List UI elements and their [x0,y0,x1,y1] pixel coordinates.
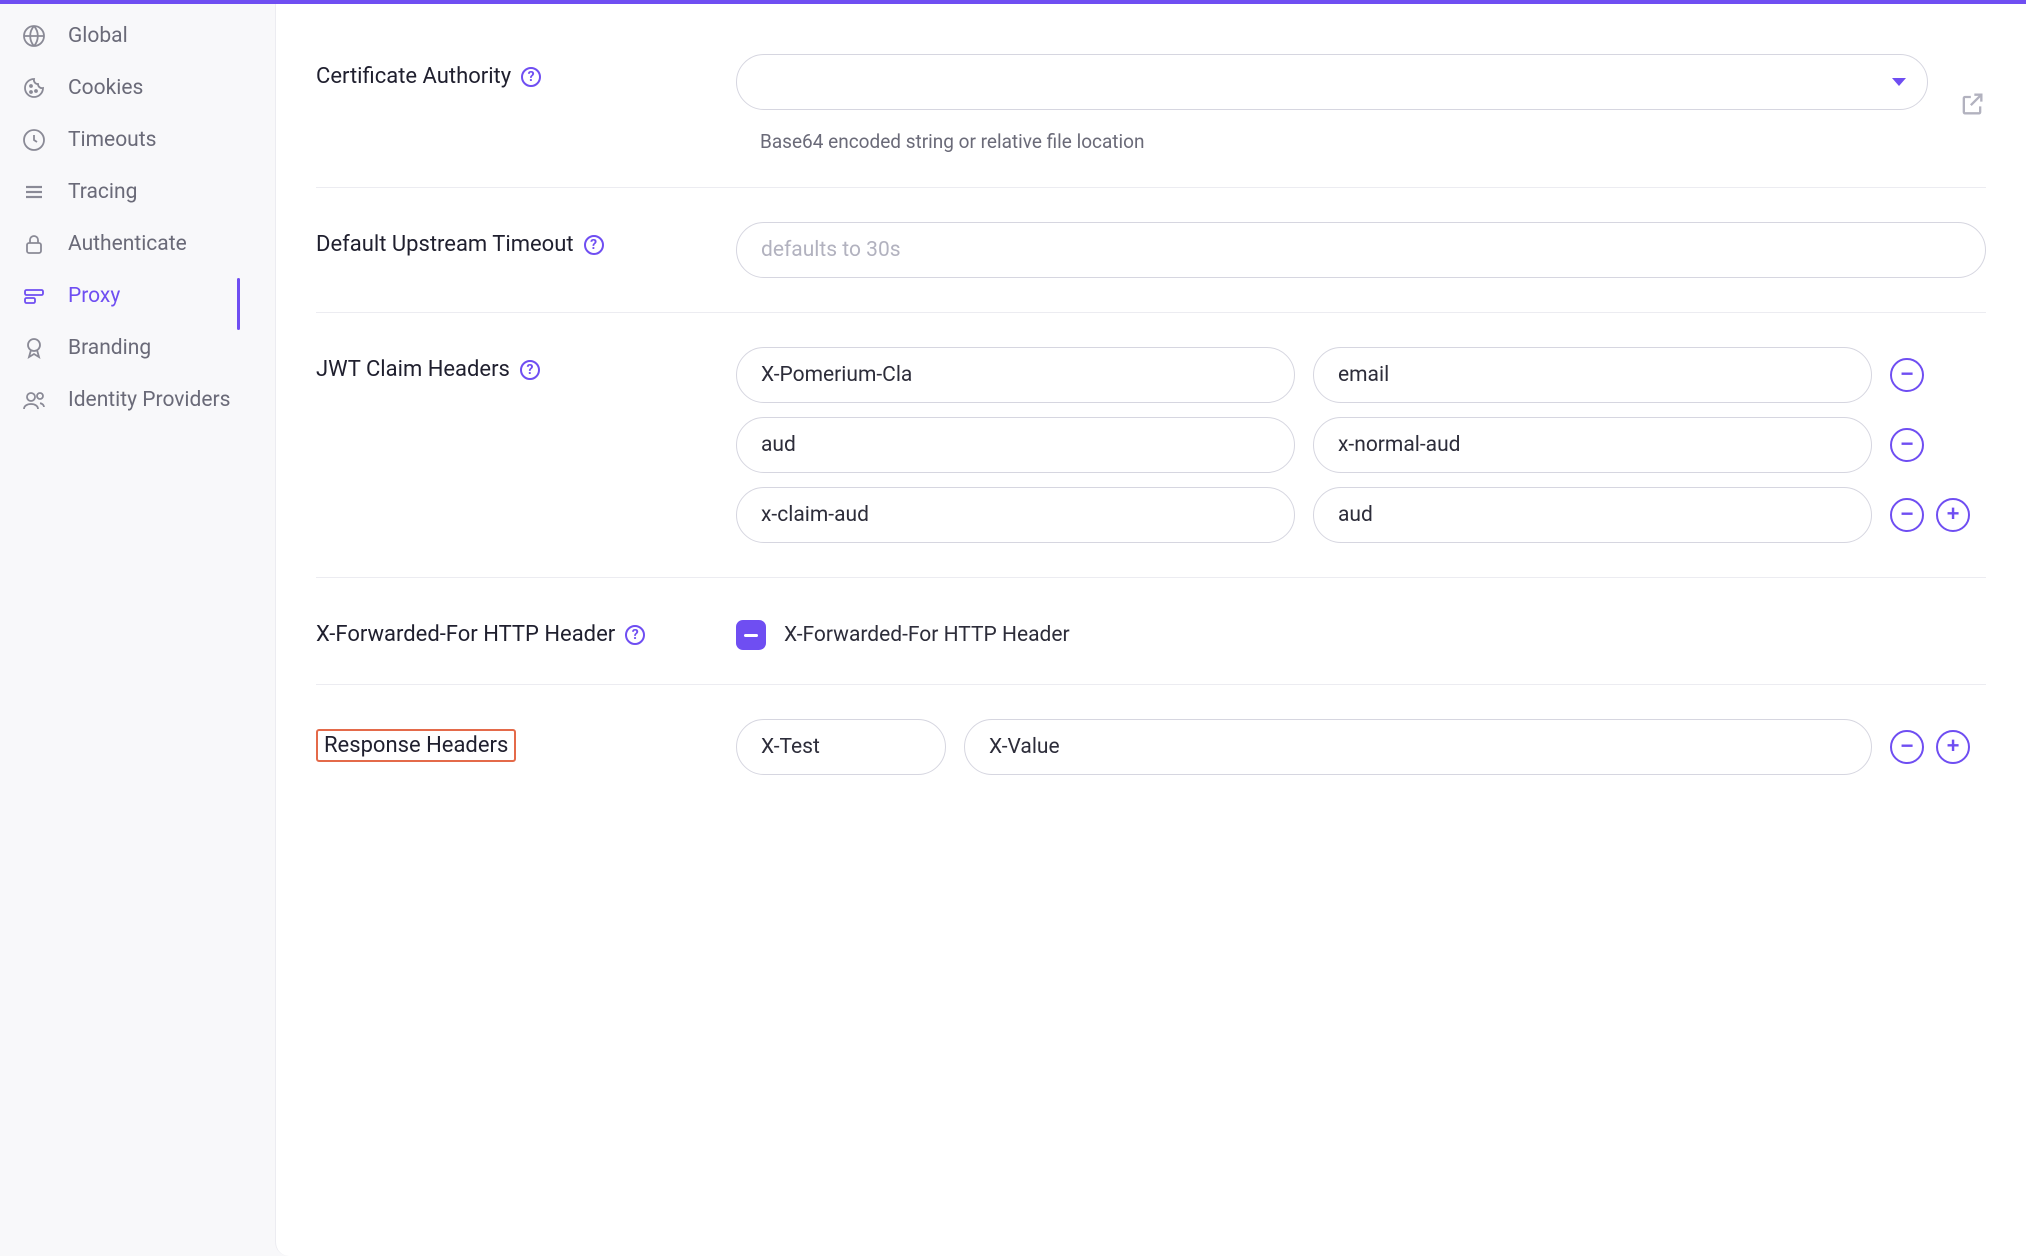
label-text: Certificate Authority [316,64,511,89]
jwt-value-input[interactable] [1313,487,1872,543]
users-icon [20,386,48,414]
sidebar-item-proxy[interactable]: Proxy [0,270,274,322]
response-headers-grid: − + [736,719,1986,775]
remove-row-button[interactable]: − [1890,358,1924,392]
cookie-icon [20,74,48,102]
sidebar-item-label: Authenticate [68,232,187,256]
sidebar-item-authenticate[interactable]: Authenticate [0,218,274,270]
row-certificate-authority: Certificate Authority ? Base64 encoded s… [316,44,1986,188]
ca-hint: Base64 encoded string or relative file l… [736,124,1928,153]
help-icon[interactable]: ? [521,67,541,87]
label-text: X-Forwarded-For HTTP Header [316,622,615,647]
jwt-kv-grid: − − − + [736,347,1986,543]
layout: Global Cookies Timeouts [0,4,2026,1256]
response-header-row: − + [736,719,1986,775]
jwt-row: − [736,417,1986,473]
ca-select[interactable] [736,54,1928,110]
label-certificate-authority: Certificate Authority ? [316,54,696,89]
sidebar-item-label: Cookies [68,76,143,100]
sidebar-item-branding[interactable]: Branding [0,322,274,374]
jwt-value-input[interactable] [1313,417,1872,473]
sidebar-item-timeouts[interactable]: Timeouts [0,114,274,166]
jwt-key-input[interactable] [736,487,1295,543]
sidebar-item-label: Identity Providers [68,388,230,412]
globe-icon [20,22,48,50]
label-default-upstream-timeout: Default Upstream Timeout ? [316,222,696,257]
sidebar-item-label: Tracing [68,180,137,204]
help-icon[interactable]: ? [584,235,604,255]
label-x-forwarded-for: X-Forwarded-For HTTP Header ? [316,612,696,647]
row-jwt-claim-headers: JWT Claim Headers ? − [316,313,1986,578]
sidebar-item-label: Proxy [68,284,120,308]
jwt-value-input[interactable] [1313,347,1872,403]
jwt-key-input[interactable] [736,347,1295,403]
row-response-headers: Response Headers − + [316,685,1986,809]
remove-row-button[interactable]: − [1890,730,1924,764]
sidebar-item-label: Global [68,24,128,48]
ca-select-wrap [736,54,1928,110]
clock-icon [20,126,48,154]
response-header-value-input[interactable] [964,719,1872,775]
xff-checkbox-label: X-Forwarded-For HTTP Header [784,623,1070,647]
row-x-forwarded-for: X-Forwarded-For HTTP Header ? X-Forwarde… [316,578,1986,685]
help-icon[interactable]: ? [625,625,645,645]
help-icon[interactable]: ? [520,360,540,380]
sidebar-item-tracing[interactable]: Tracing [0,166,274,218]
add-row-button[interactable]: + [1936,498,1970,532]
label-text: JWT Claim Headers [316,357,510,382]
jwt-key-input[interactable] [736,417,1295,473]
label-text: Response Headers [324,733,508,758]
sidebar-item-label: Branding [68,336,151,360]
jwt-row: − [736,347,1986,403]
sidebar-item-global[interactable]: Global [0,10,274,62]
sidebar-item-identity-providers[interactable]: Identity Providers [0,374,274,426]
lock-icon [20,230,48,258]
label-jwt-claim-headers: JWT Claim Headers ? [316,347,696,382]
row-default-upstream-timeout: Default Upstream Timeout ? [316,188,1986,313]
main-panel: Certificate Authority ? Base64 encoded s… [275,4,2026,1256]
label-highlight: Response Headers [316,729,516,762]
list-icon [20,178,48,206]
default-upstream-timeout-input[interactable] [736,222,1986,278]
remove-row-button[interactable]: − [1890,498,1924,532]
sidebar-item-label: Timeouts [68,128,156,152]
jwt-row: − + [736,487,1986,543]
label-text: Default Upstream Timeout [316,232,574,257]
sidebar-item-cookies[interactable]: Cookies [0,62,274,114]
label-response-headers: Response Headers [316,719,696,762]
indeterminate-icon [744,634,758,637]
response-header-key-input[interactable] [736,719,946,775]
add-row-button[interactable]: + [1936,730,1970,764]
xff-checkbox[interactable] [736,620,766,650]
badge-icon [20,334,48,362]
sidebar: Global Cookies Timeouts [0,4,275,1256]
remove-row-button[interactable]: − [1890,428,1924,462]
proxy-icon [20,282,48,310]
external-link-icon[interactable] [1958,90,1986,118]
